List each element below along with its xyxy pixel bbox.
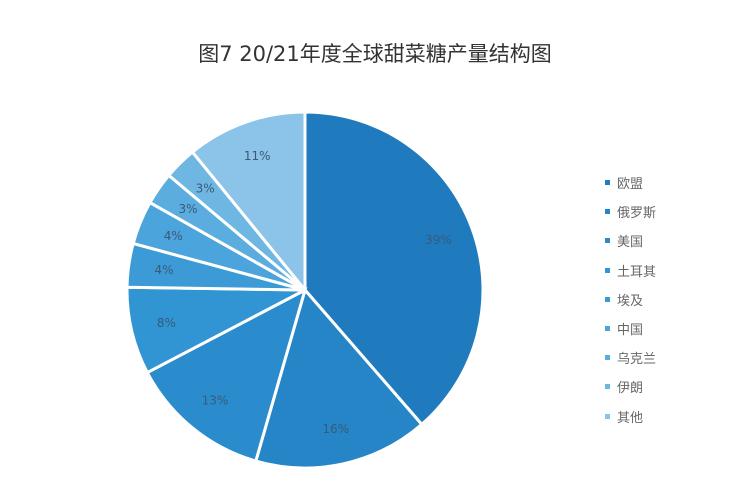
legend-item: 俄罗斯 (605, 197, 656, 226)
data-label: 4% (164, 229, 183, 243)
legend-label: 俄罗斯 (617, 206, 657, 222)
data-label: 8% (157, 316, 176, 330)
chart-title: 图7 20/21年度全球甜菜糖产量结构图 (198, 42, 552, 66)
pie-slice-0 (303, 110, 485, 427)
legend-swatch (605, 413, 610, 419)
legend-swatch (605, 238, 610, 244)
legend-swatch (605, 355, 610, 361)
legend-label: 埃及 (617, 293, 644, 309)
legend-item: 乌克兰 (605, 343, 656, 372)
legend-item: 其他 (605, 402, 656, 431)
legend-swatch (605, 296, 610, 302)
legend-label: 其他 (617, 410, 644, 426)
legend-label: 伊朗 (617, 381, 644, 397)
legend-label: 美国 (617, 235, 644, 251)
legend-label: 土耳其 (617, 264, 657, 280)
pie-slice-8 (190, 110, 307, 295)
legend-item: 埃及 (605, 285, 656, 314)
legend-swatch (605, 326, 610, 332)
legend-swatch (605, 384, 610, 390)
data-label: 13% (202, 393, 229, 407)
legend-swatch (605, 267, 610, 273)
legend-swatch (605, 209, 610, 215)
legend-item: 土耳其 (605, 256, 656, 285)
data-label: 4% (154, 263, 173, 277)
pie-slice-1 (253, 286, 424, 470)
legend-item: 伊朗 (605, 372, 656, 401)
legend-item: 美国 (605, 226, 656, 255)
data-label: 11% (244, 149, 271, 163)
legend-label: 欧盟 (617, 177, 644, 193)
legend-label: 中国 (617, 323, 644, 339)
legend-label: 乌克兰 (617, 352, 657, 368)
legend: 欧盟俄罗斯美国土耳其埃及中国乌克兰伊朗其他 (605, 168, 656, 431)
legend-item: 欧盟 (605, 168, 656, 197)
data-label: 3% (178, 202, 197, 216)
data-label: 39% (425, 233, 452, 247)
data-label: 3% (196, 182, 215, 196)
data-label: 16% (322, 422, 349, 436)
legend-item: 中国 (605, 314, 656, 343)
legend-swatch (605, 180, 610, 186)
pie-slice-2 (145, 287, 308, 463)
